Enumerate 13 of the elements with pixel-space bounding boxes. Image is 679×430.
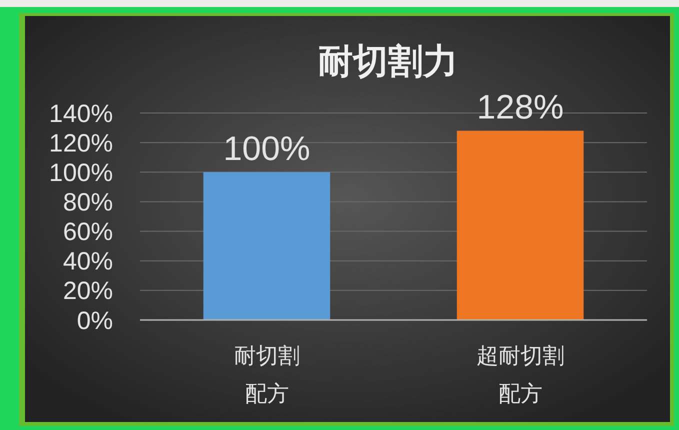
y-tick-label: 80% — [62, 188, 113, 216]
x-tick-label: 超耐切割配方 — [476, 343, 564, 406]
y-tick-label: 60% — [62, 218, 113, 246]
y-tick-label: 40% — [62, 248, 113, 276]
y-tick-label: 20% — [62, 277, 113, 306]
chart-title: 耐切割力 — [318, 42, 458, 81]
y-tick-label: 0% — [76, 306, 113, 335]
x-tick-label: 耐切割配方 — [234, 343, 300, 406]
data-label: 128% — [476, 88, 564, 127]
y-tick-label: 140% — [49, 100, 113, 128]
data-label: 100% — [223, 130, 310, 168]
y-tick-label: 100% — [49, 158, 113, 187]
y-tick-label: 120% — [49, 129, 113, 158]
